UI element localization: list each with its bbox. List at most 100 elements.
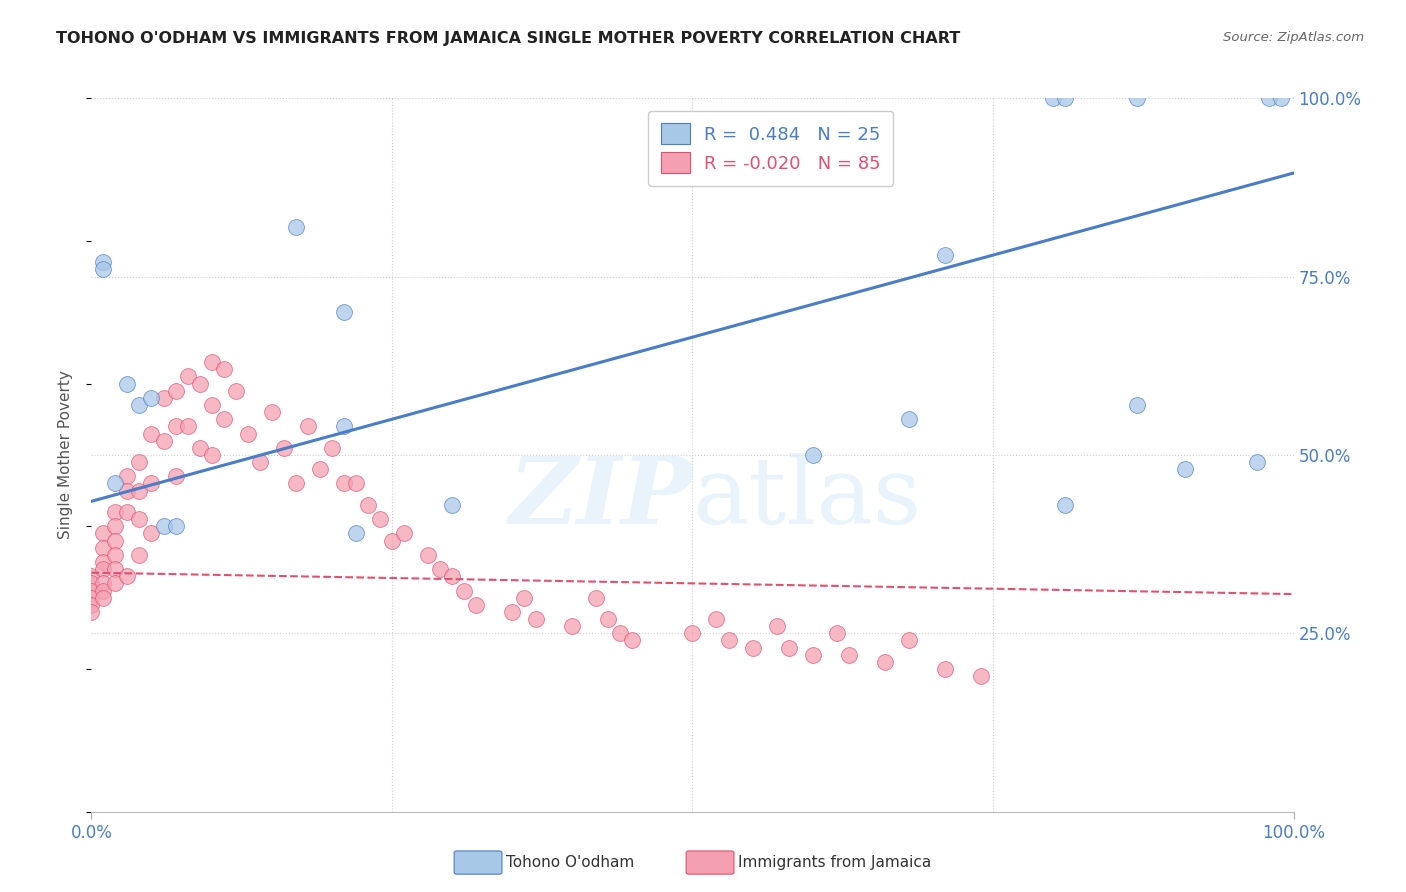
Text: atlas: atlas	[692, 453, 922, 542]
Point	[1126, 398, 1149, 412]
Point	[429, 562, 451, 576]
Point	[440, 498, 463, 512]
Point	[141, 426, 163, 441]
Point	[333, 305, 356, 319]
Point	[176, 419, 198, 434]
Point	[1270, 91, 1292, 105]
Point	[152, 434, 174, 448]
Point	[152, 519, 174, 533]
Point	[357, 498, 380, 512]
Point	[333, 419, 356, 434]
Point	[80, 569, 103, 583]
Point	[80, 591, 103, 605]
Point	[897, 633, 920, 648]
Point	[165, 469, 187, 483]
Point	[212, 412, 235, 426]
Point	[165, 384, 187, 398]
Text: Source: ZipAtlas.com: Source: ZipAtlas.com	[1223, 31, 1364, 45]
Point	[825, 626, 848, 640]
Point	[117, 469, 139, 483]
Point	[333, 476, 356, 491]
Point	[838, 648, 860, 662]
Point	[392, 526, 415, 541]
Point	[801, 448, 824, 462]
Point	[117, 569, 139, 583]
Point	[93, 562, 115, 576]
Point	[104, 548, 127, 562]
Point	[465, 598, 488, 612]
Point	[117, 376, 139, 391]
Point	[368, 512, 391, 526]
Text: Immigrants from Jamaica: Immigrants from Jamaica	[738, 855, 931, 870]
Point	[440, 569, 463, 583]
Y-axis label: Single Mother Poverty: Single Mother Poverty	[58, 370, 73, 540]
Point	[598, 612, 620, 626]
Point	[1258, 91, 1281, 105]
Point	[104, 562, 127, 576]
Point	[585, 591, 607, 605]
Point	[128, 398, 150, 412]
Point	[128, 512, 150, 526]
Point	[284, 219, 307, 234]
Point	[260, 405, 283, 419]
Point	[297, 419, 319, 434]
Point	[308, 462, 330, 476]
Point	[176, 369, 198, 384]
Point	[93, 576, 115, 591]
Point	[1042, 91, 1064, 105]
Point	[93, 583, 115, 598]
Point	[416, 548, 439, 562]
Point	[117, 505, 139, 519]
Point	[801, 648, 824, 662]
Point	[765, 619, 787, 633]
Point	[104, 505, 127, 519]
Point	[284, 476, 307, 491]
Point	[188, 376, 211, 391]
Text: ZIP: ZIP	[508, 453, 692, 542]
Point	[706, 612, 728, 626]
Point	[128, 455, 150, 469]
Legend: R =  0.484   N = 25, R = -0.020   N = 85: R = 0.484 N = 25, R = -0.020 N = 85	[648, 111, 893, 186]
Point	[513, 591, 536, 605]
Point	[344, 476, 367, 491]
Point	[934, 662, 956, 676]
Point	[141, 526, 163, 541]
Point	[717, 633, 740, 648]
Point	[1054, 91, 1077, 105]
Point	[934, 248, 956, 262]
Point	[104, 476, 127, 491]
Point	[201, 448, 224, 462]
Point	[93, 591, 115, 605]
Point	[1126, 91, 1149, 105]
Point	[225, 384, 247, 398]
Point	[344, 526, 367, 541]
Point	[93, 555, 115, 569]
Point	[93, 262, 115, 277]
Point	[321, 441, 343, 455]
Point	[165, 419, 187, 434]
Point	[201, 355, 224, 369]
Point	[1246, 455, 1268, 469]
Point	[201, 398, 224, 412]
Point	[152, 391, 174, 405]
Point	[80, 605, 103, 619]
Text: Tohono O'odham: Tohono O'odham	[506, 855, 634, 870]
Point	[141, 391, 163, 405]
Point	[117, 483, 139, 498]
Point	[141, 476, 163, 491]
Point	[273, 441, 295, 455]
Point	[681, 626, 703, 640]
Point	[897, 412, 920, 426]
Point	[80, 598, 103, 612]
Point	[93, 541, 115, 555]
Point	[128, 548, 150, 562]
Point	[80, 583, 103, 598]
Point	[381, 533, 404, 548]
Point	[561, 619, 583, 633]
Point	[873, 655, 896, 669]
Point	[93, 255, 115, 269]
Point	[609, 626, 631, 640]
Point	[104, 576, 127, 591]
Point	[1054, 498, 1077, 512]
Text: TOHONO O'ODHAM VS IMMIGRANTS FROM JAMAICA SINGLE MOTHER POVERTY CORRELATION CHAR: TOHONO O'ODHAM VS IMMIGRANTS FROM JAMAIC…	[56, 31, 960, 46]
